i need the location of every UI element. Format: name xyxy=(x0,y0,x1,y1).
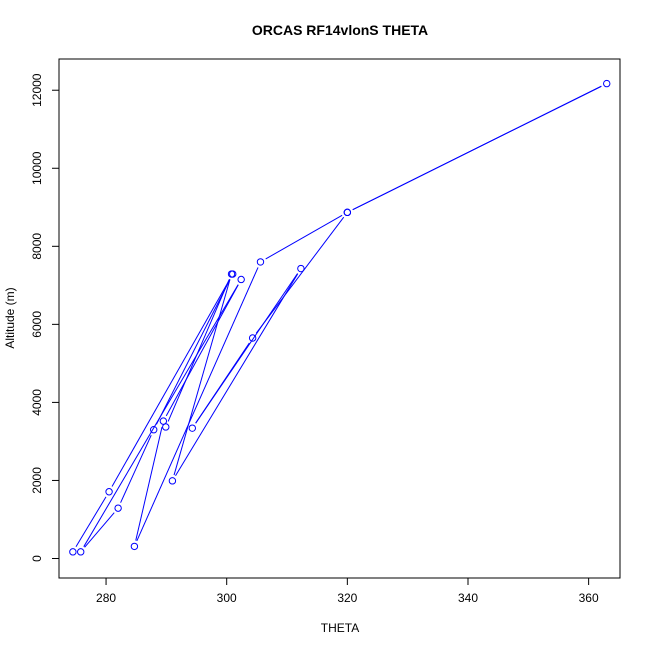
series-line-segment xyxy=(75,496,107,547)
y-tick-label: 6000 xyxy=(30,311,44,338)
series-line-segment xyxy=(173,279,231,476)
x-axis: 280 300 320 340 360 xyxy=(96,577,599,605)
data-point xyxy=(343,208,352,217)
series-line-segment xyxy=(120,434,152,503)
x-axis-label: THETA xyxy=(321,621,359,635)
data-point xyxy=(168,477,177,485)
series-line-segment xyxy=(195,273,298,424)
y-axis-label: Altitude (m) xyxy=(3,287,17,348)
x-tick-label: 280 xyxy=(96,591,116,605)
x-tick-label: 320 xyxy=(337,591,357,605)
y-tick-label: 8000 xyxy=(30,233,44,260)
x-tick-label: 340 xyxy=(458,591,478,605)
series-line-segment xyxy=(255,216,345,334)
series-line-segment xyxy=(165,284,239,417)
series-points xyxy=(69,79,611,556)
y-tick-label: 4000 xyxy=(30,389,44,416)
series-line-segment xyxy=(111,278,231,487)
y-tick-label: 0 xyxy=(30,555,44,562)
series-line-segment xyxy=(175,273,299,476)
x-tick-label: 360 xyxy=(579,591,599,605)
data-point xyxy=(114,504,122,512)
y-tick-label: 10000 xyxy=(30,151,44,185)
data-point xyxy=(603,79,611,88)
data-point xyxy=(162,423,170,431)
series-line-segment xyxy=(352,85,602,211)
data-point xyxy=(150,426,158,434)
y-tick-label: 2000 xyxy=(30,467,44,494)
y-axis: 0 2000 4000 6000 8000 10000 12000 xyxy=(30,73,60,562)
series-line-segment xyxy=(167,279,230,422)
data-point xyxy=(297,264,305,273)
data-point xyxy=(256,258,265,266)
chart-title: ORCAS RF14vlonS THETA xyxy=(252,22,428,38)
series-line-segment xyxy=(84,512,115,548)
data-point xyxy=(248,334,257,342)
series-line-segment xyxy=(83,284,239,547)
series-lines xyxy=(75,85,602,548)
data-point xyxy=(188,424,197,432)
series-line-segment xyxy=(135,426,163,541)
data-point xyxy=(227,270,236,278)
data-point xyxy=(69,548,77,556)
series-line-segment xyxy=(265,214,343,260)
data-point xyxy=(105,488,113,496)
y-tick-label: 12000 xyxy=(30,73,44,107)
data-point xyxy=(130,542,139,551)
series-line-segment xyxy=(155,279,231,425)
data-point xyxy=(237,275,245,284)
data-point xyxy=(77,548,85,556)
series-line-segment xyxy=(136,267,259,542)
x-tick-label: 300 xyxy=(217,591,237,605)
